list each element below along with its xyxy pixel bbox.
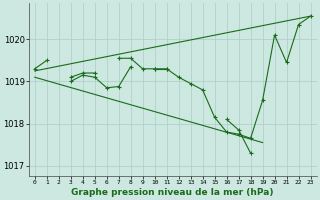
X-axis label: Graphe pression niveau de la mer (hPa): Graphe pression niveau de la mer (hPa) xyxy=(71,188,274,197)
